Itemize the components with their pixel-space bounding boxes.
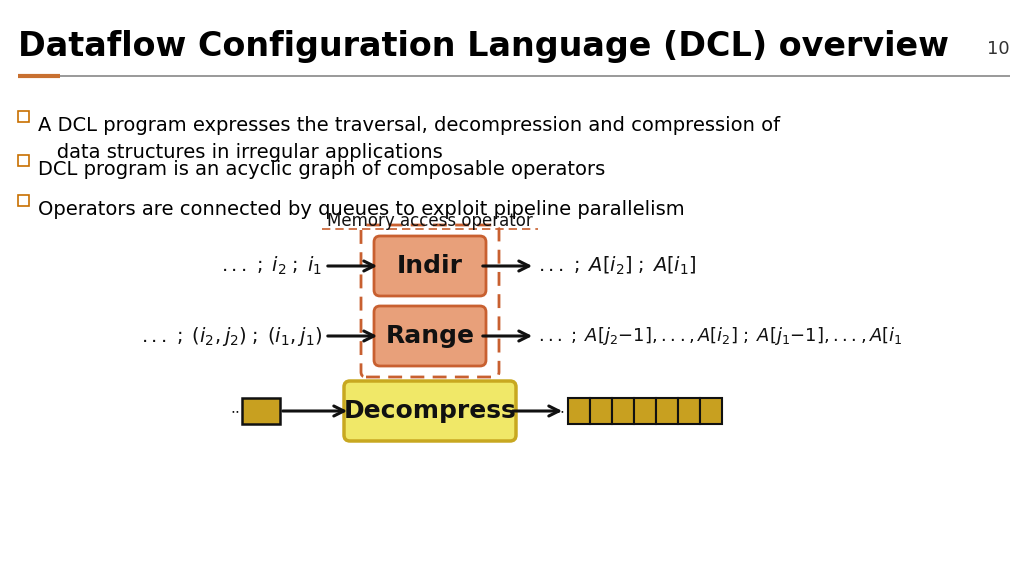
Text: Range: Range	[385, 324, 474, 348]
Text: 10: 10	[987, 40, 1010, 58]
Bar	[18, 111, 29, 122]
FancyBboxPatch shape	[344, 381, 516, 441]
Bar	[678, 398, 700, 424]
Text: $... \; ; \; i_2 \; ; \; i_1$: $... \; ; \; i_2 \; ; \; i_1$	[221, 255, 322, 277]
Bar	[590, 398, 612, 424]
FancyBboxPatch shape	[374, 306, 486, 366]
Text: $\cdot$$\cdot$: $\cdot$$\cdot$	[555, 404, 565, 419]
Text: Operators are connected by queues to exploit pipeline parallelism: Operators are connected by queues to exp…	[38, 200, 685, 219]
Text: $... \; ; \; A[j_2{-}1], ..., A[i_2] \; ; \; A[j_1{-}1], ..., A[i_1$: $... \; ; \; A[j_2{-}1], ..., A[i_2] \; …	[538, 325, 902, 347]
Text: A DCL program expresses the traversal, decompression and compression of
   data : A DCL program expresses the traversal, d…	[38, 116, 780, 162]
Bar	[568, 398, 590, 424]
FancyBboxPatch shape	[374, 236, 486, 296]
Text: Memory access operator: Memory access operator	[327, 212, 532, 230]
Text: Indir: Indir	[397, 254, 463, 278]
Text: Dataflow Configuration Language (DCL) overview: Dataflow Configuration Language (DCL) ov…	[18, 30, 949, 63]
Text: Decompress: Decompress	[344, 399, 516, 423]
Bar	[18, 195, 29, 206]
Bar	[612, 398, 634, 424]
Bar	[634, 398, 656, 424]
Bar	[656, 398, 678, 424]
Text: $... \; ; \; A[i_2] \; ; \; A[i_1]$: $... \; ; \; A[i_2] \; ; \; A[i_1]$	[538, 255, 696, 277]
Text: $\cdot$$\cdot$: $\cdot$$\cdot$	[230, 404, 240, 419]
Bar	[242, 398, 280, 424]
Bar	[18, 155, 29, 166]
Bar	[700, 398, 722, 424]
Text: DCL program is an acyclic graph of composable operators: DCL program is an acyclic graph of compo…	[38, 160, 605, 179]
Text: $... \; ; \; (i_2, j_2) \; ; \; (i_1, j_1)$: $... \; ; \; (i_2, j_2) \; ; \; (i_1, j_…	[140, 324, 322, 347]
